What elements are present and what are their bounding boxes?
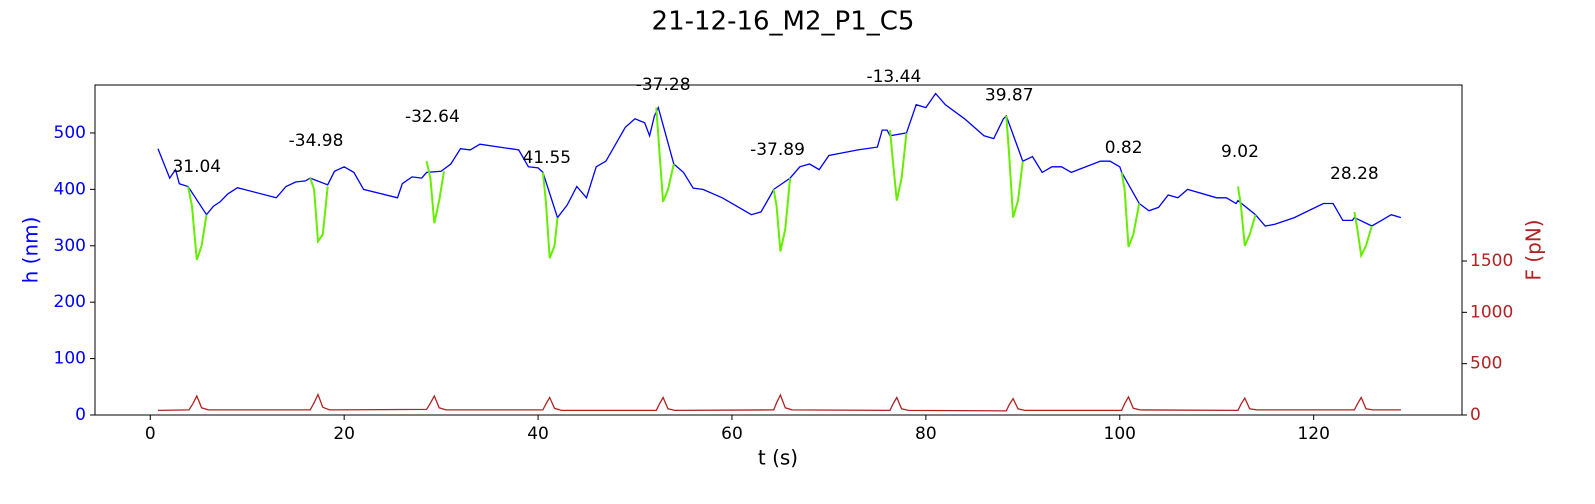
chart-title: 21-12-16_M2_P1_C5 [652,7,915,37]
annotation: 31.04 [172,157,221,177]
x-tick-label: 80 [915,424,937,444]
x-tick-label: 60 [721,424,743,444]
y-tick-label: 0 [75,405,86,425]
annotation: 41.55 [522,148,571,168]
data-line [187,107,1373,261]
y-tick-label: 400 [54,179,86,199]
y2-tick-label: 500 [1470,354,1502,374]
y2-tick-label: 1000 [1470,302,1513,322]
y2-tick-label: 0 [1470,405,1481,425]
x-tick-label: 0 [145,424,156,444]
annotation: 28.28 [1330,164,1379,184]
annotation: -37.28 [636,75,691,95]
annotation: -32.64 [405,107,460,127]
y-tick-label: 200 [54,292,86,312]
x-tick-label: 120 [1297,424,1329,444]
y-axis-label: h (nm) [19,217,43,284]
x-tick-label: 40 [527,424,549,444]
annotation: -34.98 [289,131,344,151]
annotation: 9.02 [1221,142,1259,162]
y-tick-label: 100 [54,349,86,369]
x-tick-label: 20 [333,424,355,444]
annotation: 0.82 [1105,138,1143,158]
y-tick-label: 300 [54,236,86,256]
annotation: 39.87 [985,86,1034,106]
annotation: -37.89 [750,140,805,160]
x-axis-label: t (s) [758,446,798,470]
data-line [157,92,1402,227]
data-line [157,392,1401,412]
y-tick-label: 500 [54,123,86,143]
plot-frame [94,84,1463,416]
y2-tick-label: 1500 [1470,251,1513,271]
y2-axis-label: F (pN) [1522,219,1546,280]
annotation: -13.44 [866,67,921,87]
x-tick-label: 100 [1104,424,1136,444]
